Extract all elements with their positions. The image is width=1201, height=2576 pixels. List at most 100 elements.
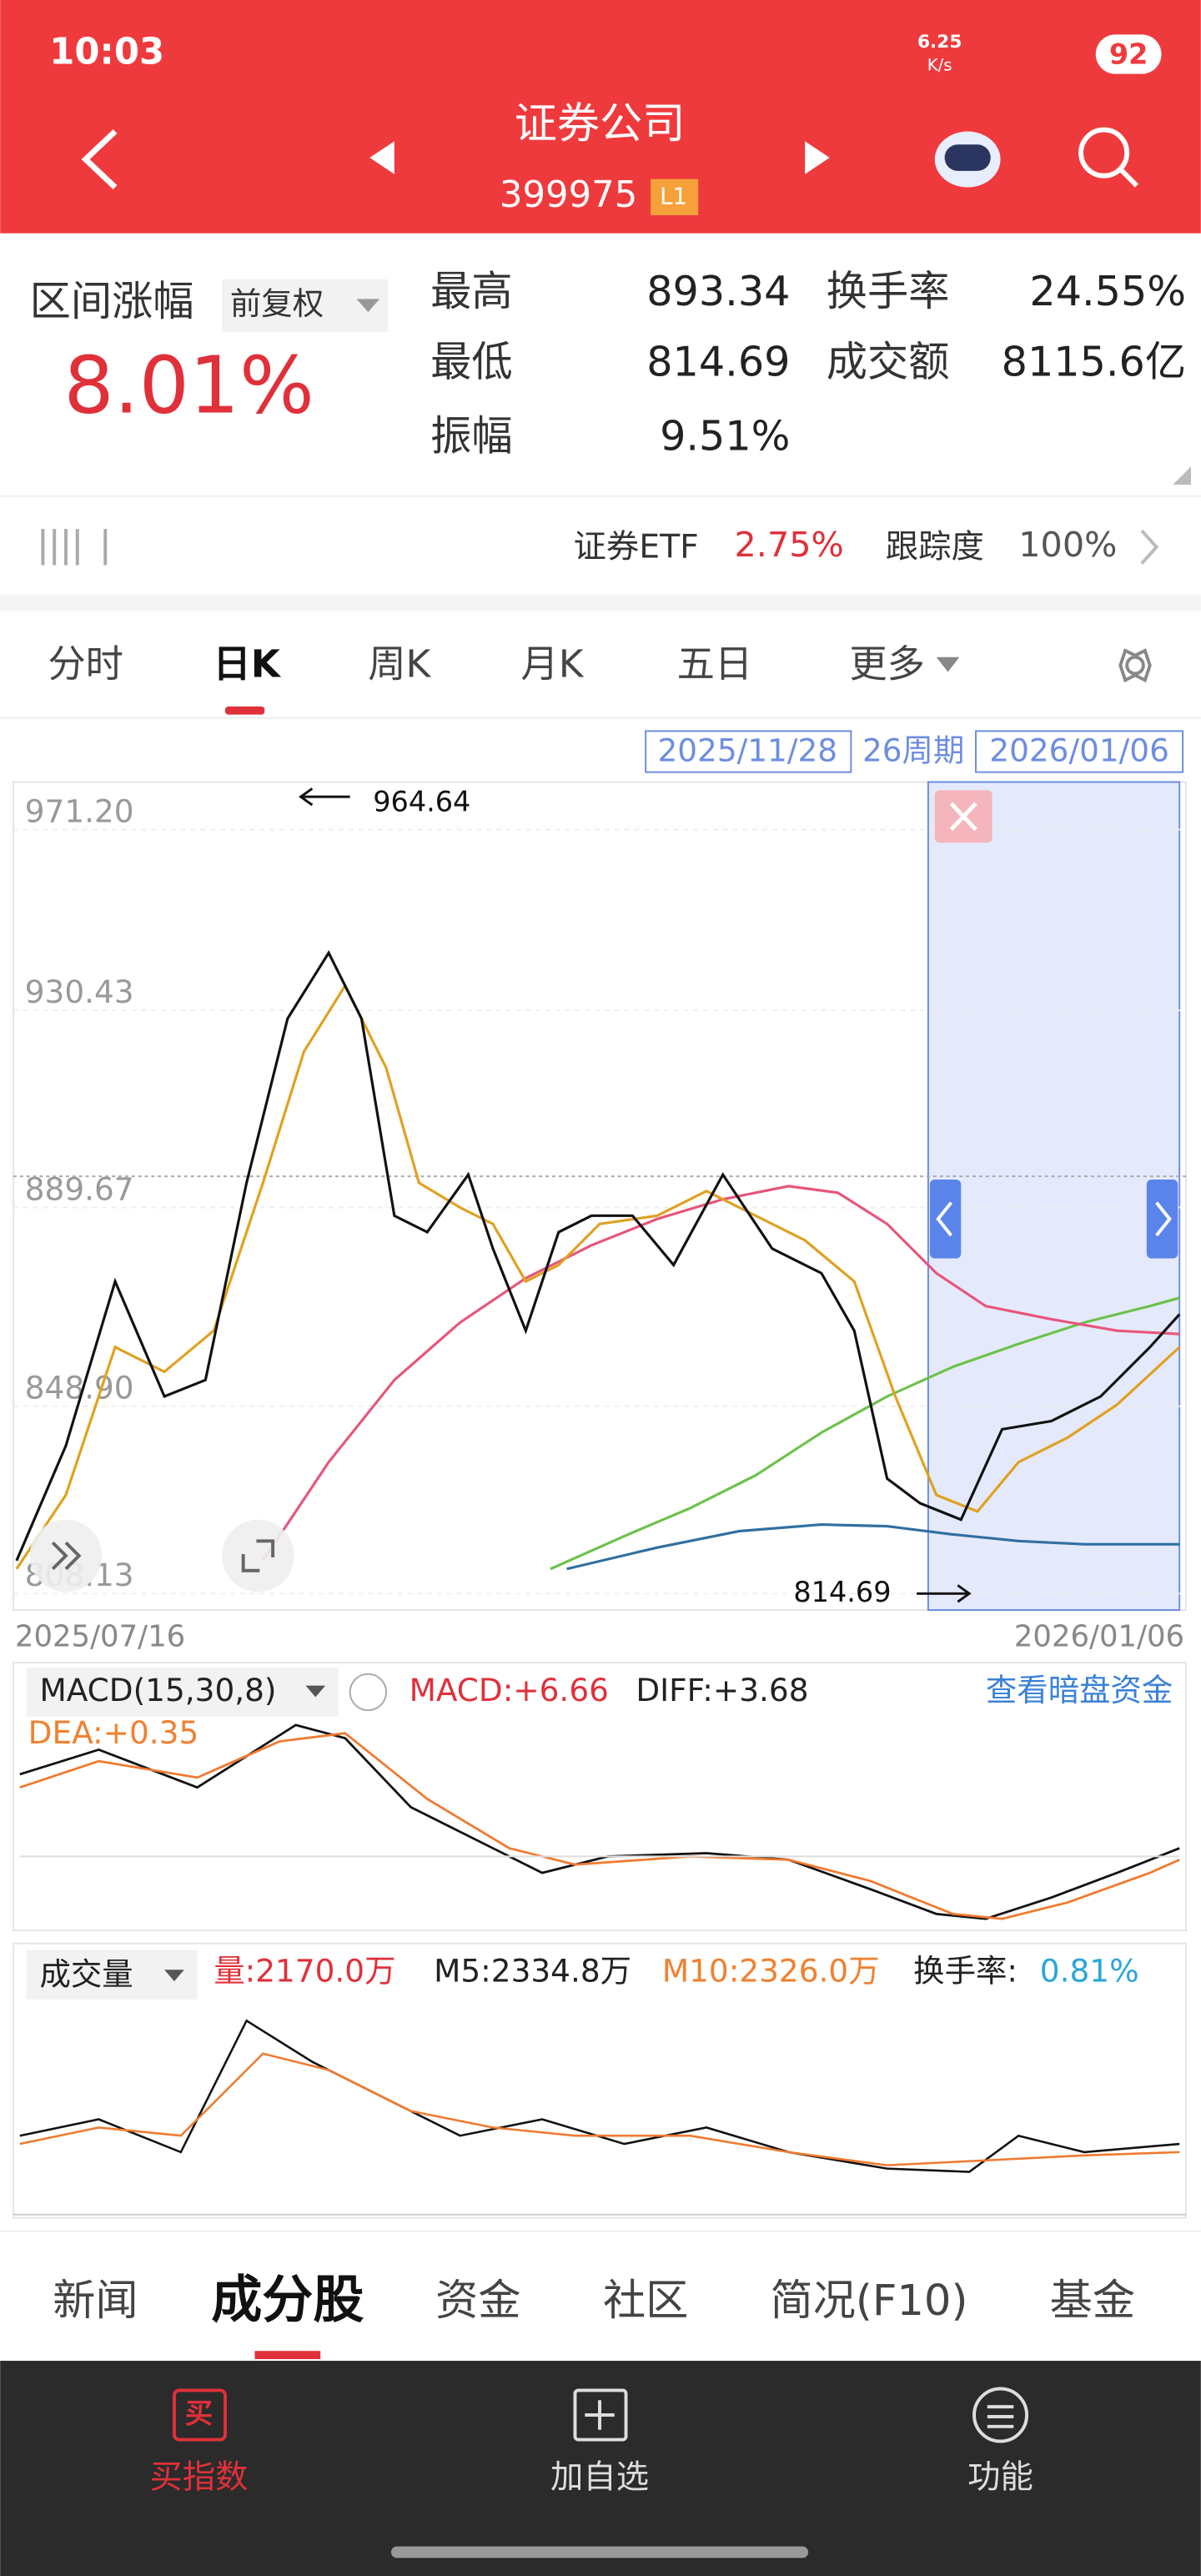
level-badge [651, 179, 699, 215]
turnover-label: 换手率: [913, 1953, 1018, 1990]
next[interactable] [805, 141, 830, 174]
add-icon [573, 2388, 628, 2442]
add-plus [585, 2400, 615, 2430]
range-end-box[interactable] [975, 730, 1184, 773]
home-indicator [390, 2546, 809, 2558]
range-change: 8.01% [64, 340, 314, 432]
tab[interactable]: 月K [520, 642, 584, 687]
selection [927, 781, 1181, 1611]
tab[interactable]: 周K [368, 642, 431, 687]
btab-indicator [254, 2351, 321, 2360]
stat-value: 893.34 [646, 267, 790, 315]
tracking-label: 跟踪度 [886, 527, 984, 566]
nav-item[interactable]: 加自选 [550, 2458, 649, 2496]
nav-item[interactable]: 功能 [967, 2458, 1033, 2496]
bottom-tab[interactable]: 成分股 [211, 2271, 364, 2330]
tab[interactable]: 五日 [677, 642, 753, 687]
corner [1173, 466, 1191, 485]
prev[interactable] [369, 141, 394, 174]
time: 10:03 [49, 31, 164, 73]
range-periods: 26周期 [862, 732, 964, 768]
high-label: 964.64 [373, 786, 470, 818]
dea-line [19, 1732, 1180, 1920]
stat-label: 最低 [430, 338, 512, 386]
stat-value: 9.51% [660, 411, 790, 460]
range-end: 2026/01/06 [989, 732, 1169, 768]
tab[interactable]: 更多 [849, 642, 925, 687]
turnover: 0.81% [1040, 1953, 1139, 1990]
macd-help[interactable] [349, 1673, 387, 1712]
dea-value: DEA:+0.35 [28, 1714, 199, 1751]
volume-name: 成交量 [39, 1956, 133, 1993]
end-date: 2026/01/06 [1014, 1619, 1184, 1653]
dark-pool-link[interactable]: 查看暗盘资金 [986, 1672, 1173, 1708]
handle-left-icon [936, 1201, 953, 1237]
handle-left[interactable] [929, 1180, 962, 1259]
header-bg [0, 0, 1201, 234]
back[interactable] [81, 129, 118, 190]
range-start-box[interactable] [645, 730, 852, 773]
settings[interactable] [1118, 648, 1152, 683]
stat-label: 换手率 [827, 267, 950, 315]
bottom-tab[interactable]: 新闻 [53, 2276, 138, 2326]
more-caret [936, 657, 960, 672]
adjust-box[interactable] [222, 279, 388, 332]
speed-unit: K/s [927, 55, 952, 74]
macd-value: MACD:+6.66 [410, 1672, 609, 1708]
fullscreen-icon [241, 1539, 275, 1572]
volume-panel [12, 1942, 1188, 2219]
high-arrow-head [299, 787, 314, 807]
search-handle [1118, 167, 1139, 188]
tracking: 100% [1018, 525, 1117, 565]
range-start: 2025/11/28 [657, 732, 837, 768]
macd-selector[interactable] [26, 1667, 339, 1718]
etf-chevron[interactable] [1140, 529, 1159, 565]
ma-5 [15, 950, 1181, 1562]
etf-change: 2.75% [735, 525, 844, 565]
ma-long [566, 1523, 1180, 1571]
tab-indicator [224, 706, 265, 715]
nav-item[interactable]: 买指数 [149, 2458, 248, 2496]
ma-60 [550, 1296, 1180, 1571]
search[interactable] [1078, 127, 1130, 179]
bottom-tab[interactable]: 基金 [1050, 2276, 1135, 2326]
func-icon [972, 2387, 1029, 2443]
low-label: 814.69 [793, 1576, 891, 1608]
handle-right[interactable] [1146, 1180, 1178, 1259]
settings-hole [1125, 655, 1145, 676]
m10: M10:2326.0万 [662, 1953, 880, 1990]
ma-20 [261, 1185, 1180, 1562]
buy-icon [172, 2388, 227, 2442]
stat-label: 成交额 [827, 338, 950, 386]
buy-icon-text: 买 [185, 2397, 213, 2430]
macd-name: MACD(15,30,8) [39, 1672, 276, 1708]
m5: M5:2334.8万 [434, 1953, 631, 1990]
stat-value: 814.69 [646, 338, 790, 386]
tab[interactable]: 分时 [48, 642, 123, 687]
bottom-tab[interactable]: 社区 [603, 2276, 688, 2326]
handle-right-icon [1155, 1201, 1172, 1237]
bottom-tab[interactable]: 资金 [435, 2276, 520, 2326]
adjust: 前复权 [230, 285, 324, 322]
vol-m10 [19, 2052, 1180, 2166]
macd-caret [305, 1685, 326, 1698]
stat-value: 24.55% [1029, 267, 1186, 315]
tab[interactable]: 日K [213, 642, 281, 687]
code: 399975 [500, 174, 637, 216]
volume-caret [164, 1970, 184, 1982]
adjust-caret [356, 299, 380, 313]
gap [0, 594, 1201, 611]
etf-bars [41, 529, 108, 566]
speed: 6.25 [917, 32, 962, 53]
func-lines [987, 2405, 1014, 2428]
bottom-tab[interactable]: 简况(F10) [771, 2276, 968, 2326]
expand-icon [51, 1541, 82, 1571]
stat-value: 8115.6亿 [1002, 338, 1186, 386]
vol-m5 [19, 2019, 1180, 2173]
range-label: 区间涨幅 [30, 277, 194, 325]
fullscreen[interactable] [222, 1519, 294, 1592]
low-arrow-head [957, 1584, 972, 1603]
level: L1 [660, 182, 687, 209]
